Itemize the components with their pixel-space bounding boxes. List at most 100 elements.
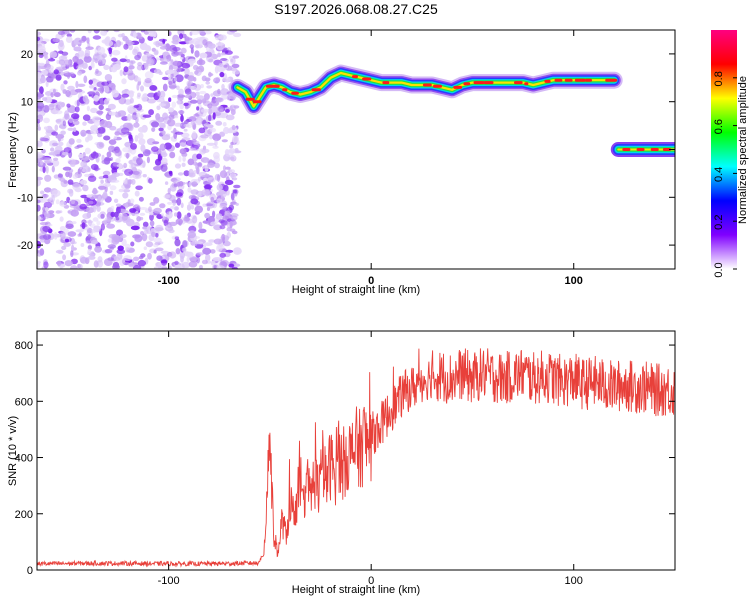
- noise-blob: [222, 122, 227, 127]
- noise-blob: [121, 238, 127, 247]
- noise-blob: [121, 213, 128, 221]
- noise-blob: [159, 45, 167, 50]
- ridge-peak: [584, 78, 592, 82]
- noise-blob: [93, 164, 99, 172]
- noise-blob: [117, 33, 124, 38]
- noise-blob: [92, 217, 99, 222]
- frequency-ridge: [229, 64, 623, 115]
- noise-blob: [196, 106, 200, 111]
- noise-blob: [128, 134, 133, 140]
- noise-blob: [229, 30, 238, 33]
- snr-series: [37, 348, 675, 568]
- noise-blob: [100, 30, 108, 36]
- noise-region: [37, 30, 242, 269]
- noise-blob: [153, 243, 159, 248]
- noise-blob: [71, 221, 77, 225]
- noise-blob: [142, 114, 152, 118]
- noise-blob: [231, 266, 238, 269]
- noise-blob: [155, 40, 161, 48]
- noise-blob: [106, 151, 112, 158]
- noise-blob: [203, 93, 210, 101]
- noise-blob: [67, 72, 75, 77]
- y-tick-label: 0: [27, 145, 33, 157]
- noise-blob: [110, 66, 118, 73]
- noise-blob: [123, 66, 129, 73]
- noise-blob: [37, 204, 41, 212]
- noise-blob: [204, 173, 210, 178]
- noise-blob: [137, 51, 142, 59]
- noise-blob: [40, 160, 44, 166]
- snr-panel: -100 0 100 0 200 400 600 800 Height of straight…: [7, 330, 676, 596]
- noise-blob: [97, 195, 102, 202]
- noise-blob: [188, 181, 192, 188]
- noise-blob: [210, 196, 215, 203]
- noise-blob: [64, 59, 71, 66]
- noise-blob: [129, 60, 134, 68]
- noise-blob: [51, 189, 61, 197]
- noise-blob: [82, 213, 91, 220]
- noise-blob: [131, 30, 136, 33]
- noise-blob: [191, 139, 197, 143]
- noise-blob: [215, 120, 223, 126]
- noise-blob: [37, 123, 40, 127]
- noise-blob: [39, 86, 44, 95]
- noise-blob: [119, 234, 127, 239]
- noise-blob: [142, 174, 147, 178]
- noise-blob: [199, 52, 208, 59]
- noise-blob: [72, 183, 81, 191]
- noise-blob: [133, 31, 137, 38]
- noise-blob: [158, 127, 164, 132]
- noise-blob: [57, 30, 65, 35]
- noise-blob: [77, 70, 83, 76]
- noise-blob: [114, 149, 122, 157]
- noise-blob: [194, 205, 203, 214]
- snr-frame: [36, 330, 676, 571]
- noise-blob: [213, 77, 221, 84]
- noise-blob: [92, 35, 102, 40]
- noise-blob: [149, 213, 154, 221]
- noise-blob: [109, 185, 117, 191]
- noise-blob: [190, 189, 199, 195]
- noise-blob: [190, 99, 198, 104]
- noise-blob: [114, 256, 120, 262]
- noise-blob: [99, 119, 109, 128]
- noise-blob: [114, 131, 121, 136]
- noise-blob: [69, 30, 76, 33]
- noise-blob: [217, 88, 221, 95]
- noise-blob: [174, 236, 180, 240]
- ridge-peak: [514, 81, 523, 85]
- noise-blob: [80, 129, 87, 137]
- noise-blob: [148, 109, 155, 116]
- noise-blob: [40, 238, 46, 243]
- noise-blob: [174, 238, 181, 247]
- noise-blob: [225, 149, 234, 157]
- noise-blob: [174, 51, 183, 56]
- noise-blob: [186, 204, 192, 211]
- noise-blob: [220, 220, 228, 226]
- noise-blob: [121, 127, 130, 134]
- noise-blob: [99, 86, 104, 94]
- noise-blob: [174, 122, 183, 127]
- noise-blob: [173, 38, 182, 42]
- noise-blob: [78, 39, 86, 43]
- noise-blob: [57, 134, 62, 142]
- noise-blob: [55, 118, 65, 125]
- noise-blob: [54, 124, 59, 131]
- noise-blob: [216, 183, 223, 191]
- noise-blob: [176, 211, 182, 220]
- noise-blob: [62, 151, 69, 156]
- x-tick-label: 100: [565, 275, 583, 287]
- noise-blob: [57, 101, 64, 110]
- noise-blob: [96, 220, 101, 226]
- y-tick-label: 20: [21, 49, 33, 61]
- noise-blob: [216, 42, 225, 46]
- noise-blob: [43, 261, 49, 269]
- noise-blob: [123, 162, 128, 169]
- noise-blob: [214, 34, 221, 41]
- colorbar-tick-label: 0.6: [713, 119, 725, 134]
- x-tick-label: -100: [158, 275, 180, 287]
- noise-blob: [156, 255, 163, 261]
- noise-blob: [167, 187, 171, 195]
- noise-blob: [188, 261, 198, 268]
- noise-blob: [194, 70, 199, 75]
